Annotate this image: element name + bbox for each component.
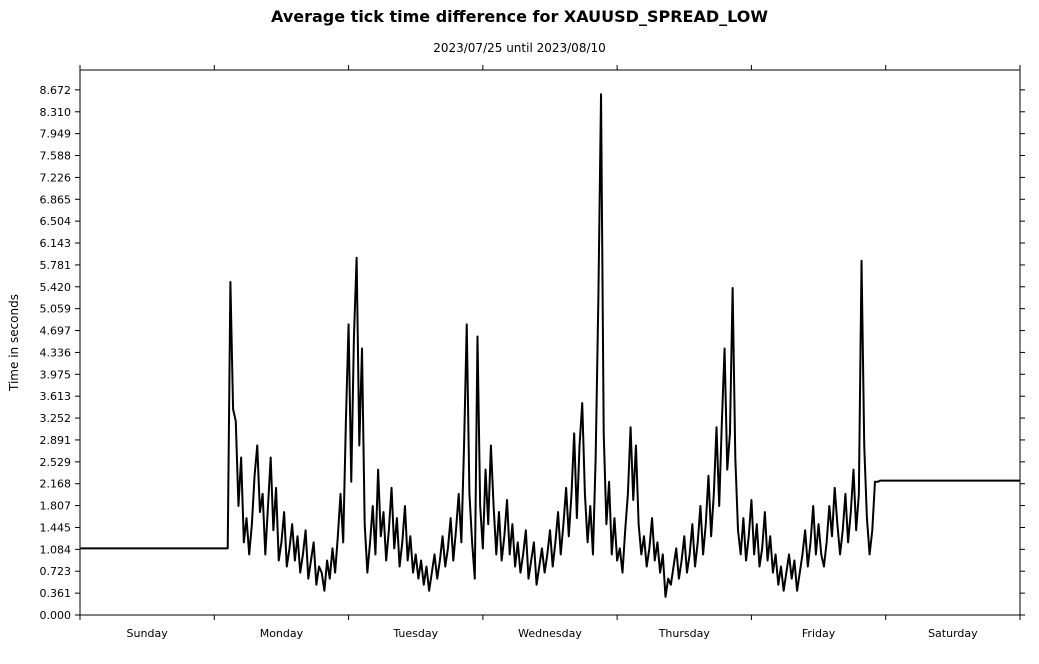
- y-axis-label: Time in seconds: [7, 294, 21, 392]
- ytick-label: 0.361: [40, 587, 72, 600]
- line-chart: Average tick time difference for XAUUSD_…: [0, 0, 1039, 664]
- ytick-label: 4.336: [40, 346, 72, 359]
- chart-container: Average tick time difference for XAUUSD_…: [0, 0, 1039, 664]
- ytick-label: 2.891: [40, 434, 72, 447]
- ytick-label: 1.084: [40, 543, 72, 556]
- ytick-label: 1.445: [40, 521, 72, 534]
- ytick-label: 3.252: [40, 412, 72, 425]
- ytick-label: 4.697: [40, 325, 72, 338]
- ytick-label: 1.807: [40, 500, 72, 513]
- xtick-label: Sunday: [127, 627, 169, 640]
- ytick-label: 3.613: [40, 390, 72, 403]
- xtick-label: Thursday: [658, 627, 711, 640]
- ytick-label: 6.865: [40, 193, 72, 206]
- ytick-label: 5.420: [40, 281, 72, 294]
- xtick-label: Friday: [802, 627, 836, 640]
- ytick-label: 2.529: [40, 456, 72, 469]
- ytick-label: 7.949: [40, 128, 72, 141]
- ytick-label: 5.059: [40, 303, 72, 316]
- ytick-label: 6.504: [40, 215, 72, 228]
- ytick-label: 8.672: [40, 84, 72, 97]
- xtick-label: Saturday: [928, 627, 978, 640]
- ytick-label: 8.310: [40, 106, 72, 119]
- ytick-label: 3.975: [40, 368, 72, 381]
- xtick-label: Wednesday: [518, 627, 582, 640]
- xtick-label: Monday: [260, 627, 304, 640]
- chart-subtitle: 2023/07/25 until 2023/08/10: [433, 41, 606, 55]
- ytick-label: 7.226: [40, 171, 72, 184]
- chart-title: Average tick time difference for XAUUSD_…: [271, 7, 768, 26]
- ytick-label: 5.781: [40, 259, 72, 272]
- ytick-label: 0.000: [40, 609, 72, 622]
- ytick-label: 2.168: [40, 478, 72, 491]
- xtick-label: Tuesday: [392, 627, 438, 640]
- ytick-label: 6.143: [40, 237, 72, 250]
- ytick-label: 0.723: [40, 565, 72, 578]
- ytick-label: 7.588: [40, 150, 72, 163]
